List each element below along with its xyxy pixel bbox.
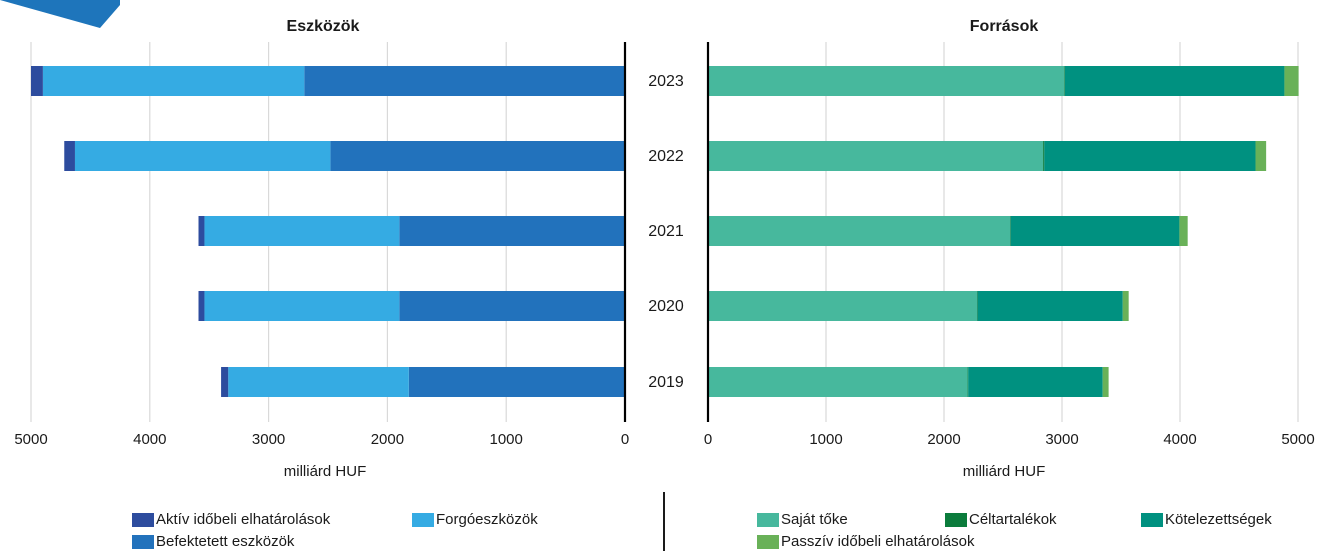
right-bar-saj-t-t-ke-2023: [708, 66, 1065, 96]
legend-item-c-ltartal-kok: Céltartalékok: [945, 511, 1057, 528]
right-bar-passz-v-id-beli-elhat-rol-sok-2019: [1102, 367, 1109, 397]
left-bar-akt-v-id-beli-elhat-rol-sok-2022: [64, 141, 75, 171]
legend-swatch: [1141, 512, 1163, 527]
category-label-2021: 2021: [648, 223, 684, 240]
legend-swatch: [757, 512, 779, 527]
legend-item-k-telezetts-gek: Kötelezettségek: [1141, 511, 1272, 528]
legend-item-saj-t-t-ke: Saját tőke: [757, 511, 848, 528]
left-bar-befektetett-eszk-z-k-2019: [408, 367, 625, 397]
legend-swatch: [945, 512, 967, 527]
right-plot: 0 1000 2000 3000 4000 5000: [704, 42, 1315, 448]
left-x-axis-label: milliárd HUF: [284, 463, 367, 480]
right-bar-k-telezetts-gek-2022: [1044, 141, 1256, 171]
legend-label: Forgóeszközök: [436, 511, 538, 528]
right-bar-c-ltartal-kok-2023: [1064, 66, 1065, 96]
left-bar-akt-v-id-beli-elhat-rol-sok-2021: [198, 216, 205, 246]
legend-item-befektetett-eszk-z-k: Befektetett eszközök: [132, 533, 294, 550]
right-bar-passz-v-id-beli-elhat-rol-sok-2021: [1179, 216, 1188, 246]
category-labels: 2023 2022 2021 2020 2019: [648, 73, 684, 391]
legend-swatch: [757, 534, 779, 549]
right-bar-passz-v-id-beli-elhat-rol-sok-2023: [1284, 66, 1299, 96]
right-chart-title: Források: [970, 18, 1039, 35]
left-bar-forg-eszk-z-k-2023: [42, 66, 305, 96]
right-bar-c-ltartal-kok-2020: [977, 291, 978, 321]
right-x-tick-label: 4000: [1163, 431, 1196, 448]
legend-label: Befektetett eszközök: [156, 533, 295, 550]
legend-item-passz-v-id-beli-elhat-rol-sok: Passzív időbeli elhatárolások: [757, 533, 974, 550]
right-chart-panel: Források milliárd HUF: [963, 18, 1046, 480]
left-x-tick-label: 5000: [14, 431, 47, 448]
right-bar-saj-t-t-ke-2021: [708, 216, 1011, 246]
corner-decoration: [0, 0, 120, 28]
right-bar-c-ltartal-kok-2021: [1010, 216, 1011, 246]
left-chart-title: Eszközök: [287, 18, 360, 35]
left-chart-panel: Eszközök milliárd HUF: [284, 18, 367, 480]
right-bar-k-telezetts-gek-2019: [968, 367, 1103, 397]
legend-label: Kötelezettségek: [1165, 511, 1272, 528]
category-label-2019: 2019: [648, 374, 684, 391]
right-x-tick-label: 5000: [1281, 431, 1314, 448]
left-bar-akt-v-id-beli-elhat-rol-sok-2019: [221, 367, 229, 397]
left-bar-akt-v-id-beli-elhat-rol-sok-2020: [198, 291, 205, 321]
category-label-2020: 2020: [648, 298, 684, 315]
legend-swatch: [412, 512, 434, 527]
legend-label: Aktív időbeli elhatárolások: [156, 511, 331, 528]
right-bar-c-ltartal-kok-2019: [967, 367, 969, 397]
right-bar-k-telezetts-gek-2021: [1010, 216, 1180, 246]
legend-swatch: [132, 512, 154, 527]
left-x-tick-label: 4000: [133, 431, 166, 448]
right-bar-c-ltartal-kok-2022: [1043, 141, 1045, 171]
left-bar-forg-eszk-z-k-2019: [228, 367, 409, 397]
right-x-tick-label: 3000: [1045, 431, 1078, 448]
legend-label: Passzív időbeli elhatárolások: [781, 533, 975, 550]
legend-label: Saját tőke: [781, 511, 848, 528]
right-x-tick-label: 2000: [927, 431, 960, 448]
category-label-2023: 2023: [648, 73, 684, 90]
right-bar-saj-t-t-ke-2022: [708, 141, 1044, 171]
right-bar-k-telezetts-gek-2020: [977, 291, 1123, 321]
right-x-tick-label: 1000: [809, 431, 842, 448]
legend-item-forg-eszk-z-k: Forgóeszközök: [412, 511, 538, 528]
legend-label: Céltartalékok: [969, 511, 1057, 528]
left-bar-akt-v-id-beli-elhat-rol-sok-2023: [31, 66, 43, 96]
right-bar-saj-t-t-ke-2020: [708, 291, 978, 321]
right-x-axis-label: milliárd HUF: [963, 463, 1046, 480]
left-x-tick-label: 1000: [490, 431, 523, 448]
left-plot: 5000 4000 3000 2000 1000 0: [14, 42, 629, 448]
legend-swatch: [132, 534, 154, 549]
right-bar-k-telezetts-gek-2023: [1064, 66, 1285, 96]
right-bar-saj-t-t-ke-2019: [708, 367, 968, 397]
left-bar-befektetett-eszk-z-k-2020: [399, 291, 625, 321]
left-bar-befektetett-eszk-z-k-2023: [304, 66, 625, 96]
left-x-tick-label: 3000: [252, 431, 285, 448]
category-label-2022: 2022: [648, 148, 684, 165]
left-bar-forg-eszk-z-k-2021: [204, 216, 400, 246]
left-x-tick-label: 2000: [371, 431, 404, 448]
right-bar-passz-v-id-beli-elhat-rol-sok-2022: [1255, 141, 1267, 171]
right-bar-passz-v-id-beli-elhat-rol-sok-2020: [1122, 291, 1129, 321]
legend-item-akt-v-id-beli-elhat-rol-sok: Aktív időbeli elhatárolások: [132, 511, 330, 528]
right-x-tick-label: 0: [704, 431, 712, 448]
left-bar-befektetett-eszk-z-k-2022: [330, 141, 625, 171]
left-bar-befektetett-eszk-z-k-2021: [399, 216, 625, 246]
left-x-tick-label: 0: [621, 431, 629, 448]
left-bar-forg-eszk-z-k-2020: [204, 291, 400, 321]
left-bar-forg-eszk-z-k-2022: [74, 141, 331, 171]
